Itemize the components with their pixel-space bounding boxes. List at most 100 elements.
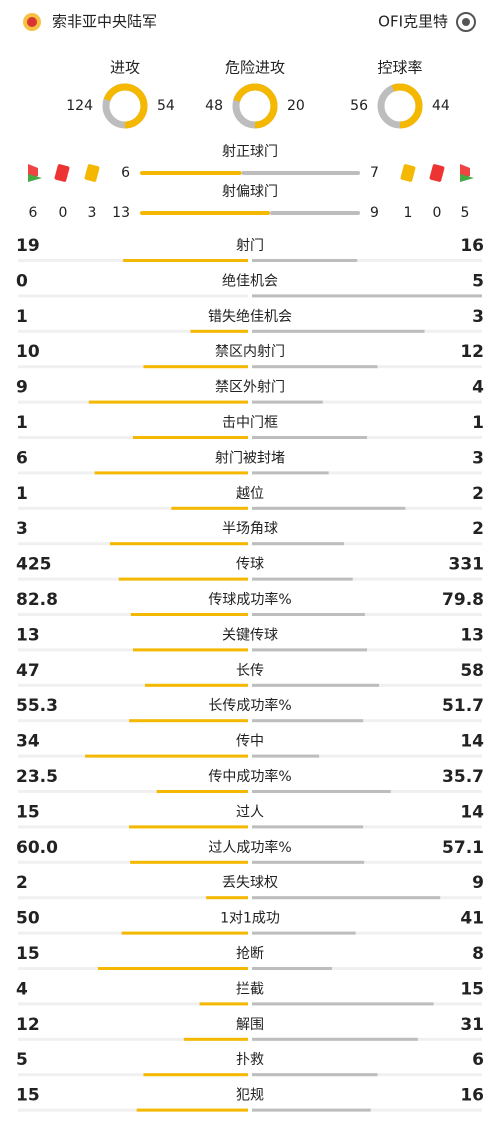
stat-away: 14: [460, 732, 484, 752]
stat-home: 9: [16, 378, 28, 398]
track-away: [252, 400, 482, 404]
donut-home-value: 124: [66, 98, 93, 114]
track-home: [18, 1002, 248, 1006]
track-home: [18, 1037, 248, 1041]
stat-home: 6: [16, 448, 28, 468]
stat-label: 长传: [236, 663, 264, 679]
bar-away: [252, 471, 329, 475]
stat-home: 50: [16, 909, 40, 929]
stat-label: 传中: [236, 734, 264, 750]
stat-label: 绝佳机会: [222, 273, 278, 289]
bar-home: [85, 754, 248, 758]
stat-home: 10: [16, 342, 40, 362]
donut-title: 进攻: [110, 59, 140, 77]
stat-away: 79.8: [442, 590, 484, 610]
bar-away: [252, 1002, 434, 1006]
stat-home: 13: [16, 625, 40, 645]
track-away: [252, 825, 482, 829]
stat-home: 1: [16, 413, 28, 433]
stat-away: 2: [472, 484, 484, 504]
stat-away: 2: [472, 519, 484, 539]
stat-home: 5: [16, 1050, 28, 1070]
stat-away: 41: [460, 909, 484, 929]
stat-home: 15: [16, 802, 40, 822]
donut-home: [377, 83, 423, 129]
stat-away: 5: [472, 271, 484, 291]
stat-label: 犯规: [236, 1088, 264, 1104]
stat-label: 解围: [236, 1017, 264, 1033]
home-card-icons: [28, 164, 100, 182]
bar-away: [252, 648, 367, 652]
stat-label: 拦截: [236, 981, 264, 997]
track-home: [18, 683, 248, 687]
stat-home: 12: [16, 1015, 40, 1035]
track-home: [18, 506, 248, 510]
bar-away: [252, 1108, 371, 1112]
bar-away: [252, 1073, 378, 1077]
home-card-count: 6: [29, 205, 38, 221]
stat-label: 越位: [236, 486, 264, 502]
stat-label: 射门: [236, 238, 264, 254]
bar-home: [183, 1037, 248, 1041]
bar-home: [129, 825, 248, 829]
stat-away: 31: [460, 1015, 484, 1035]
stat-label: 传球成功率%: [208, 591, 291, 608]
stat-home: 4: [16, 979, 28, 999]
bar-home: [98, 967, 248, 970]
stat-away: 4: [472, 378, 484, 398]
stat-home: 23.5: [16, 767, 58, 787]
bar-home: [130, 613, 248, 616]
donut-title: 控球率: [377, 59, 422, 77]
stat-away: 3: [472, 448, 484, 468]
bar-home: [118, 577, 249, 581]
track-away: [252, 860, 482, 864]
bar-away: [252, 683, 380, 687]
track-away: [252, 931, 482, 935]
away-logo: [456, 12, 476, 32]
shots-away: 9: [370, 205, 379, 221]
donut-away-value: 54: [157, 98, 175, 114]
track-away: [252, 259, 482, 262]
stat-home: 2: [16, 873, 28, 893]
bar-home: [143, 365, 248, 369]
bar-home: [133, 436, 248, 439]
stat-away: 57.1: [442, 838, 484, 858]
donut-home: [102, 83, 148, 129]
track-home: [18, 329, 248, 333]
bar-home: [143, 1073, 248, 1077]
bar-home: [94, 471, 249, 475]
bar-away: [252, 294, 482, 298]
stat-home: 15: [16, 944, 40, 964]
stat-away: 51.7: [442, 696, 484, 716]
track-away: [252, 719, 482, 723]
track-away: [252, 967, 482, 970]
stat-home: 1: [16, 484, 28, 504]
track-home: [18, 365, 248, 369]
shots-bar-away: [270, 211, 360, 215]
stat-home: 34: [16, 732, 40, 752]
track-home: [18, 896, 248, 900]
stat-label: 错失绝佳机会: [208, 309, 292, 325]
stat-home: 82.8: [16, 590, 58, 610]
bar-away: [252, 860, 365, 864]
stat-away: 16: [460, 236, 484, 256]
bar-away: [252, 259, 358, 262]
bar-home: [123, 259, 248, 262]
shots-label: 射正球门: [222, 144, 278, 160]
stat-away: 8: [472, 944, 484, 964]
bar-home: [130, 860, 248, 864]
stat-home: 0: [16, 271, 28, 291]
bar-away: [252, 613, 365, 616]
stat-home: 47: [16, 661, 40, 681]
stat-away: 13: [460, 625, 484, 645]
track-away: [252, 754, 482, 758]
track-home: [18, 1073, 248, 1077]
away-card-icons: [400, 164, 474, 182]
bar-home: [136, 1108, 248, 1112]
stat-home: 19: [16, 236, 40, 256]
shots-home: 13: [112, 205, 130, 221]
donut-away-value: 44: [432, 98, 450, 114]
stat-home: 1: [16, 307, 28, 327]
stat-away: 9: [472, 873, 484, 893]
